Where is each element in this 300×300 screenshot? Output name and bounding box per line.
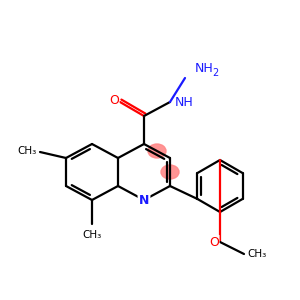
- Ellipse shape: [161, 165, 179, 179]
- Text: 2: 2: [212, 68, 218, 78]
- Text: O: O: [109, 94, 119, 107]
- Text: O: O: [209, 236, 219, 248]
- Text: N: N: [139, 194, 149, 206]
- Text: CH₃: CH₃: [82, 230, 102, 240]
- Text: NH: NH: [195, 61, 214, 74]
- Text: CH₃: CH₃: [247, 249, 266, 259]
- Text: CH₃: CH₃: [18, 146, 37, 156]
- Text: NH: NH: [175, 95, 194, 109]
- Ellipse shape: [148, 144, 166, 158]
